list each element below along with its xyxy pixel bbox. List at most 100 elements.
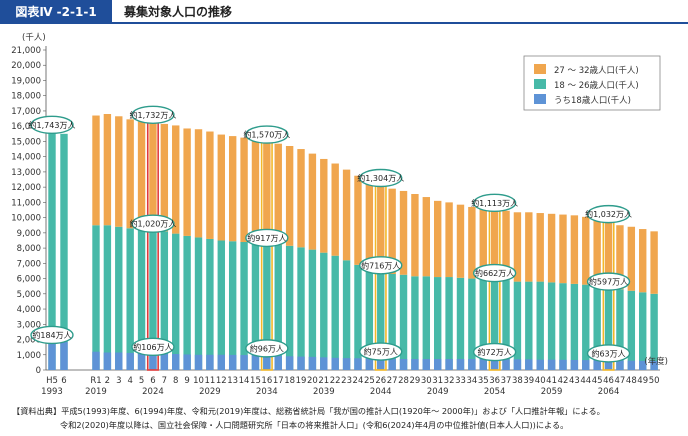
population-chart: (千人) 0 1,000 2,000 3,000 4,000 5,000 6,000 7,000… — [11, 32, 668, 397]
x-tick-label: 30 — [421, 376, 432, 386]
x-tick-label: 50 — [649, 376, 660, 386]
x-tick-label: 33 — [455, 376, 466, 386]
x-tick-label: 48 — [626, 376, 637, 386]
x-year-label: 2059 — [541, 387, 563, 397]
y-tick-label: 10,000 — [11, 214, 41, 224]
bar-18 — [149, 353, 157, 370]
bar-27-32 — [285, 146, 294, 246]
y-tick-label: 5,000 — [17, 290, 41, 300]
bar-18 — [240, 355, 248, 370]
bar-18 — [547, 359, 556, 370]
x-tick-label: 26 — [375, 376, 386, 386]
bar-18-26 — [411, 276, 419, 370]
legend-label: 18 〜 26歳人口(千人) — [554, 80, 639, 91]
x-tick-label: R1 — [90, 376, 101, 386]
bar-18 — [103, 352, 112, 370]
bar-18-26 — [582, 284, 590, 370]
bar-18-26 — [434, 277, 442, 370]
bar-18 — [354, 358, 362, 370]
bar-18 — [160, 354, 169, 370]
bar-18-26 — [559, 283, 567, 370]
bar-27-32 — [297, 149, 305, 248]
bar-18-26 — [240, 242, 248, 370]
callout-bubble — [359, 342, 403, 361]
bar-18-26 — [251, 242, 260, 370]
legend-swatch — [534, 64, 546, 74]
bar-18 — [650, 361, 658, 370]
x-tick-label: 25 — [364, 376, 375, 386]
x-year-label: 2054 — [484, 387, 506, 397]
bar-18 — [48, 341, 56, 370]
bar-18 — [627, 360, 636, 370]
x-tick-label: H5 — [46, 376, 58, 386]
x-tick-label: 4 — [127, 376, 132, 386]
bar-18 — [320, 357, 328, 370]
callout-label: 約1,304万人 — [357, 173, 404, 183]
bar-27-32 — [274, 143, 282, 246]
x-year-label: 2064 — [598, 387, 620, 397]
bar-18 — [365, 358, 374, 370]
legend-label: うち18歳人口(千人) — [554, 95, 631, 106]
bar-18 — [570, 359, 579, 370]
y-tick-label: 6,000 — [17, 275, 41, 285]
x-year-label: 2044 — [370, 387, 392, 397]
bar-27-32 — [183, 128, 191, 236]
bar-18 — [251, 355, 260, 370]
bar-18 — [422, 359, 431, 370]
x-tick-label: 21 — [318, 376, 329, 386]
y-tick-label: 11,000 — [11, 198, 41, 208]
bar-18-26 — [115, 226, 123, 370]
bar-18-26 — [445, 277, 453, 370]
bar-18-26 — [285, 245, 294, 370]
callout-bubble — [131, 105, 175, 124]
x-tick-label: 3 — [116, 376, 121, 386]
bar-27-32 — [616, 225, 624, 290]
bar-18 — [228, 354, 237, 370]
bar-27-32 — [468, 206, 476, 279]
callout-bubble — [472, 263, 517, 283]
bar-18 — [183, 354, 191, 370]
callout-bubble — [586, 344, 631, 363]
x-tick-label: 22 — [330, 376, 341, 386]
bar-27-32 — [582, 216, 590, 285]
bar-18-26 — [468, 278, 476, 370]
callout-label: 約662万人 — [475, 268, 514, 278]
bar-18 — [172, 354, 180, 370]
x-tick-label: 28 — [398, 376, 409, 386]
bar-18-26 — [536, 281, 544, 370]
callout-label: 約106万人 — [133, 342, 172, 352]
bar-18-26 — [308, 249, 317, 370]
callout-bubble — [472, 342, 517, 362]
x-tick-label: 35 — [478, 376, 489, 386]
bar-18 — [468, 359, 476, 370]
x-year-label: 2019 — [85, 387, 107, 397]
bar-27-32 — [547, 213, 556, 283]
bar-18 — [92, 351, 100, 370]
bar-27-32 — [525, 212, 533, 282]
y-tick-label: 4,000 — [17, 305, 41, 315]
x-tick-label: 38 — [512, 376, 523, 386]
callout-bubble — [586, 272, 631, 291]
bar-27-32 — [559, 214, 567, 284]
x-tick-label: 41 — [546, 376, 557, 386]
y-tick-label: 1,000 — [17, 351, 41, 361]
bar-18-26 — [160, 231, 169, 370]
y-tick-label: 21,000 — [11, 46, 41, 56]
bar-18-26 — [616, 289, 624, 370]
x-tick-label: 20 — [307, 376, 318, 386]
bar-18-26 — [650, 293, 658, 370]
bar-27-32 — [650, 231, 658, 294]
x-year-label: 2029 — [199, 387, 221, 397]
bar-27-32 — [103, 114, 112, 226]
bar-27-32 — [399, 190, 408, 275]
bar-27-32 — [308, 153, 317, 250]
bar-18 — [194, 354, 203, 370]
bar-18-26 — [103, 225, 112, 370]
x-tick-label: 32 — [444, 376, 455, 386]
legend-swatch — [534, 79, 546, 89]
bar-18-26 — [274, 245, 282, 370]
callout-label: 約716万人 — [361, 260, 400, 270]
x-tick-label: 27 — [387, 376, 398, 386]
x-tick-label: 16 — [261, 376, 272, 386]
bar-series — [48, 114, 658, 370]
